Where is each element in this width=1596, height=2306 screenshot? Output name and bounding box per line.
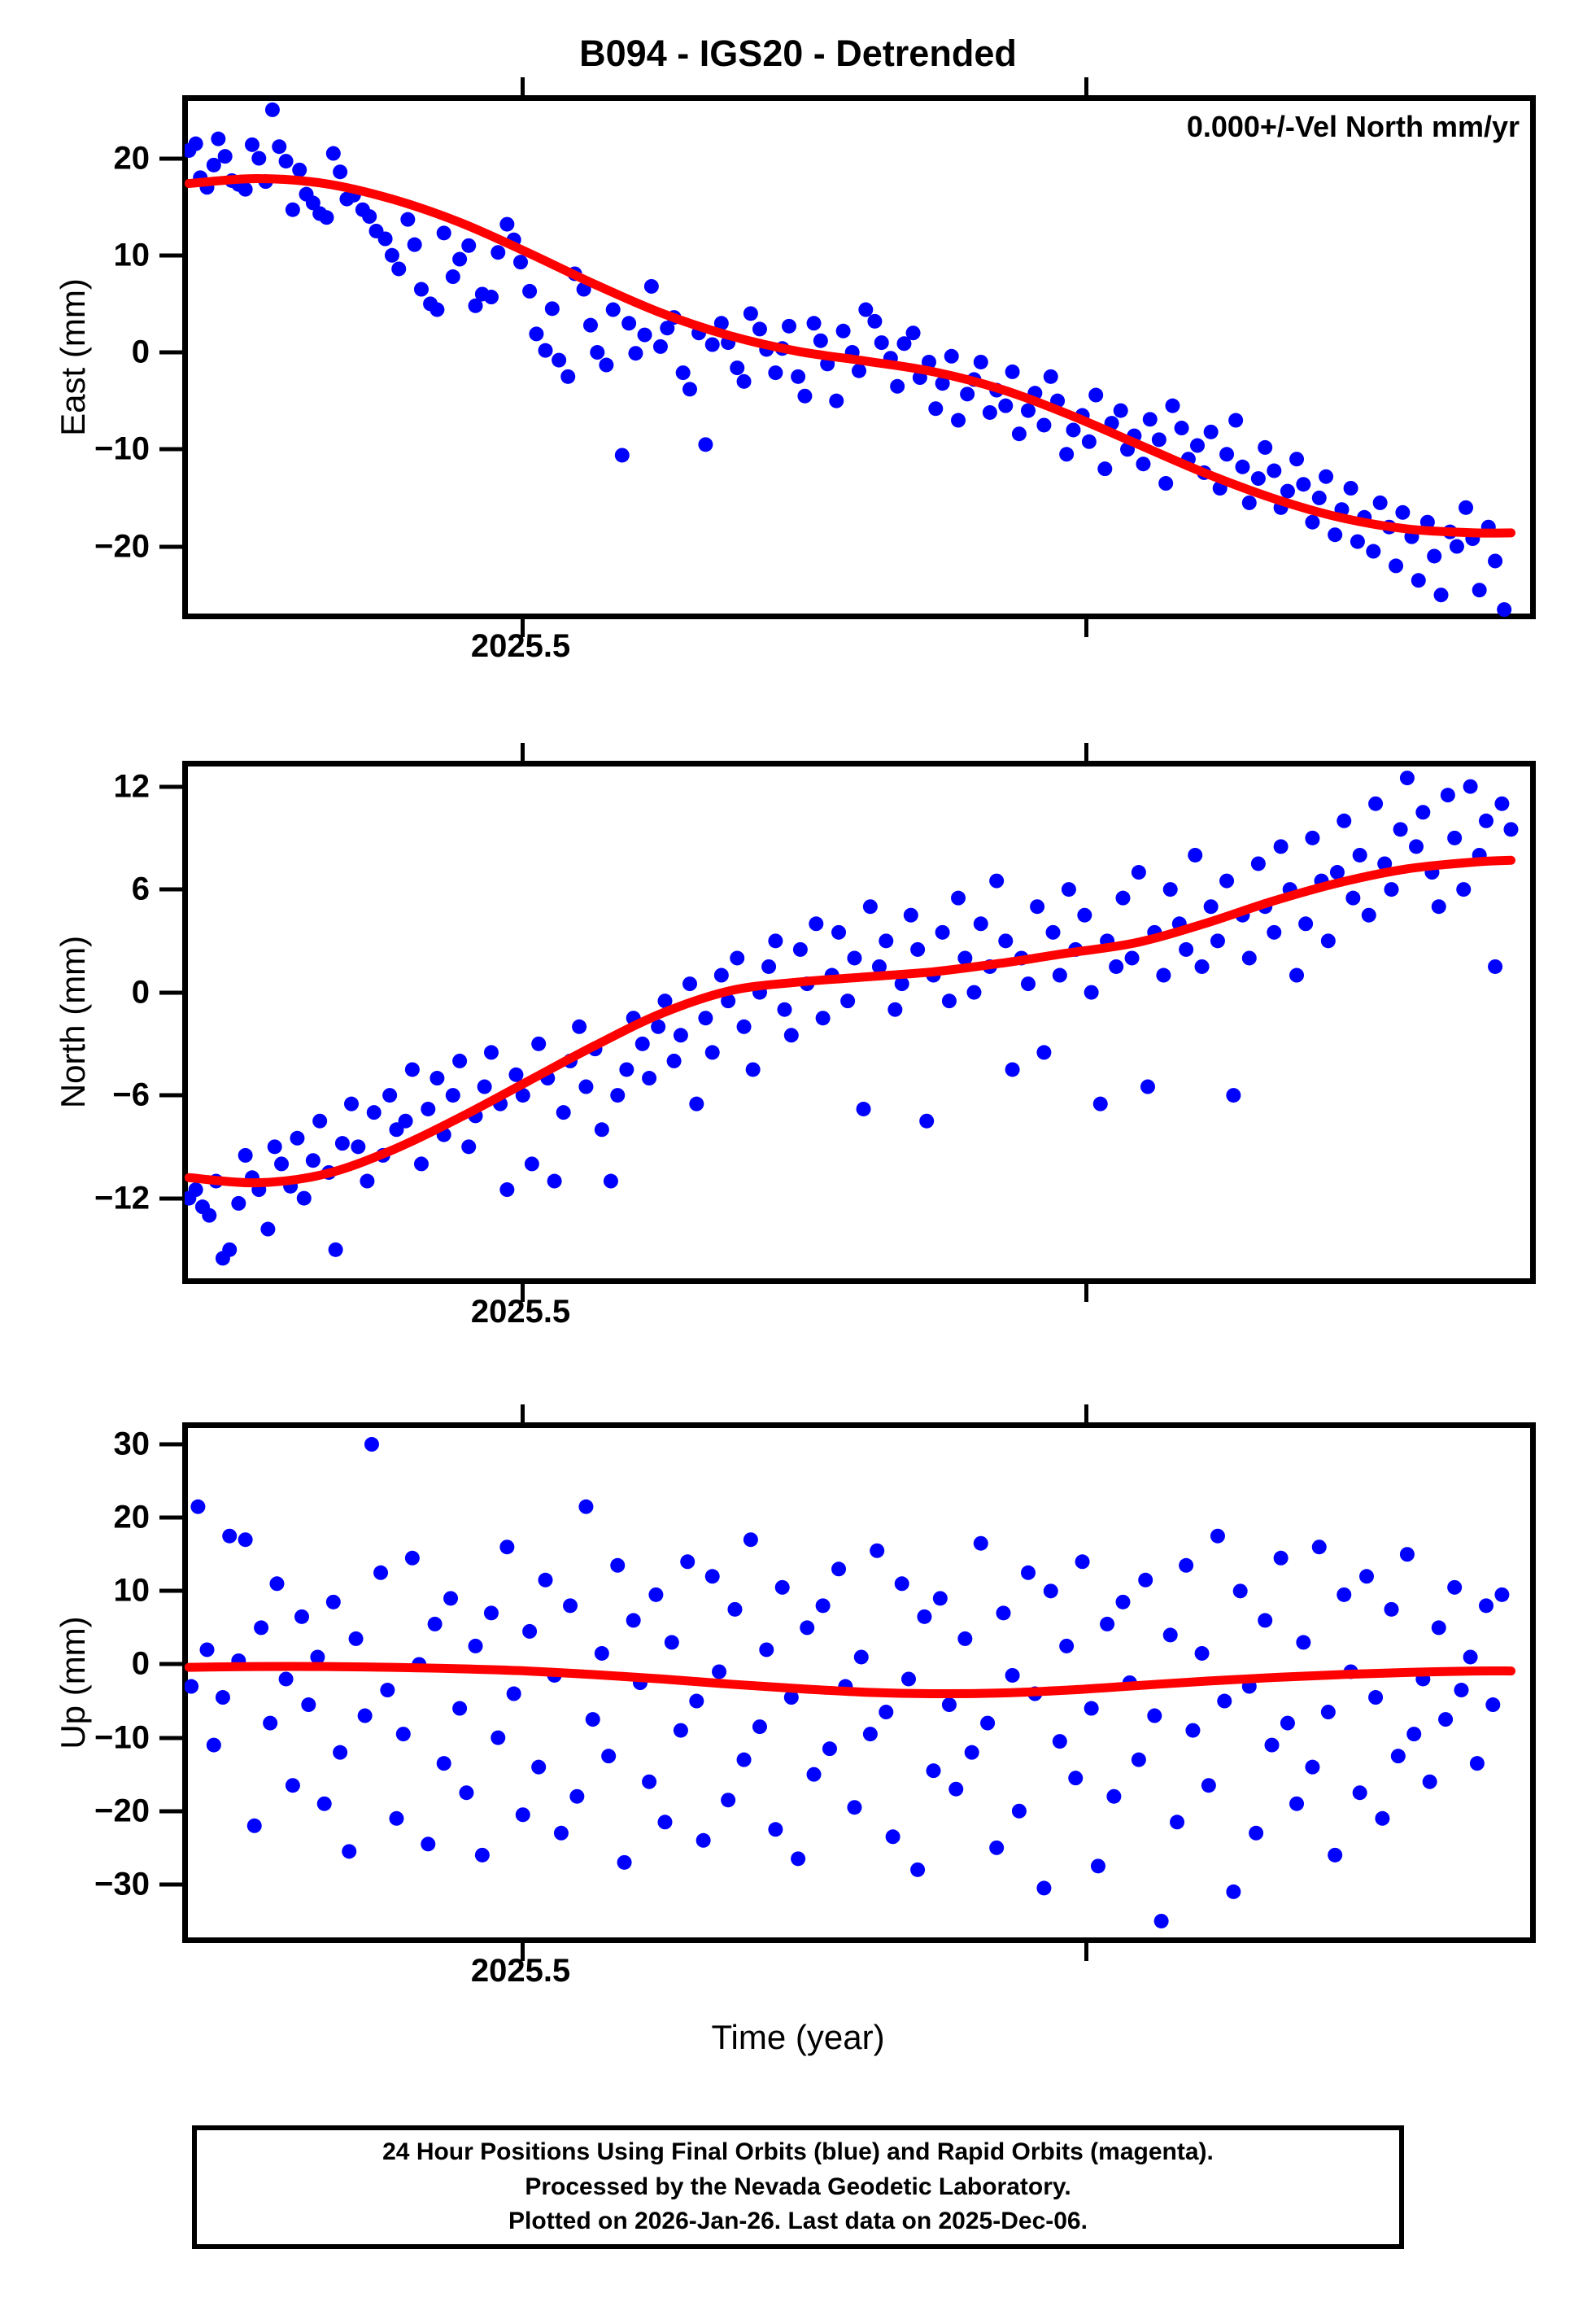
y-tick-label: −20 xyxy=(94,528,150,565)
y-tick-mark xyxy=(159,1093,182,1098)
y-tick-label: 12 xyxy=(113,768,150,805)
y-tick-mark xyxy=(159,990,182,995)
x-tick-label: 2025.5 xyxy=(470,1953,571,1989)
y-tick-mark xyxy=(159,1515,182,1520)
y-tick-mark xyxy=(159,1588,182,1593)
x-tick-mark-top xyxy=(521,77,525,95)
y-tick-mark xyxy=(159,156,182,161)
x-tick-mark xyxy=(521,619,525,637)
y-tick-mark xyxy=(159,1809,182,1814)
caption-line-1: 24 Hour Positions Using Final Orbits (bl… xyxy=(382,2138,1214,2166)
x-tick-mark xyxy=(1084,1284,1089,1302)
y-tick-mark xyxy=(159,447,182,452)
page-title: B094 - IGS20 - Detrended xyxy=(579,33,1017,74)
y-axis-title: Up (mm) xyxy=(54,1616,92,1749)
x-tick-mark-top xyxy=(1084,77,1089,95)
caption-box: 24 Hour Positions Using Final Orbits (bl… xyxy=(192,2125,1404,2249)
x-tick-mark xyxy=(1084,1943,1089,1961)
x-tick-mark xyxy=(521,1943,525,1961)
x-tick-mark xyxy=(521,1284,525,1302)
y-tick-label: 20 xyxy=(113,1499,150,1535)
x-tick-mark-top xyxy=(521,1404,525,1422)
y-tick-label: −10 xyxy=(94,1719,150,1756)
x-tick-mark xyxy=(1084,619,1089,637)
velocity-annotation: 0.000+/-Vel North mm/yr xyxy=(1186,110,1520,143)
y-tick-label: 10 xyxy=(113,1572,150,1609)
y-tick-label: 0 xyxy=(131,974,150,1011)
y-tick-mark xyxy=(159,784,182,789)
y-tick-mark xyxy=(159,1196,182,1201)
caption-line-2: Processed by the Nevada Geodetic Laborat… xyxy=(525,2173,1071,2200)
y-tick-mark xyxy=(159,253,182,258)
y-tick-mark xyxy=(159,887,182,892)
y-tick-label: −10 xyxy=(94,430,150,467)
x-tick-mark-top xyxy=(1084,743,1089,761)
y-tick-label: 0 xyxy=(131,334,150,370)
x-axis-title: Time (year) xyxy=(711,2018,885,2056)
y-tick-label: −6 xyxy=(112,1077,150,1113)
y-tick-mark xyxy=(159,350,182,355)
x-tick-mark-top xyxy=(1084,1404,1089,1422)
y-tick-label: −12 xyxy=(94,1180,150,1216)
y-tick-label: 30 xyxy=(113,1426,150,1462)
x-tick-mark-top xyxy=(521,743,525,761)
y-tick-label: 10 xyxy=(113,237,150,273)
y-tick-label: −20 xyxy=(94,1793,150,1829)
caption-line-3: Plotted on 2026-Jan-26. Last data on 202… xyxy=(508,2208,1088,2235)
y-tick-mark xyxy=(159,1662,182,1666)
plot-frame xyxy=(182,1422,1536,1943)
y-tick-label: −30 xyxy=(94,1866,150,1902)
x-tick-label: 2025.5 xyxy=(470,1294,571,1330)
y-tick-mark xyxy=(159,1736,182,1740)
y-tick-label: 0 xyxy=(131,1645,150,1682)
y-tick-label: 20 xyxy=(113,140,150,177)
y-tick-mark xyxy=(159,544,182,549)
y-tick-mark xyxy=(159,1442,182,1447)
y-tick-mark xyxy=(159,1882,182,1887)
x-tick-label: 2025.5 xyxy=(470,628,571,664)
y-tick-label: 6 xyxy=(131,871,150,907)
